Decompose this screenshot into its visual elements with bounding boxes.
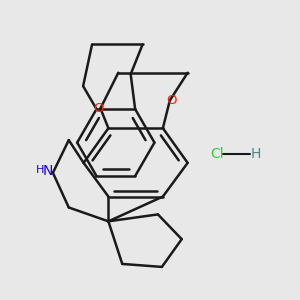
Text: H: H bbox=[250, 147, 261, 160]
Text: O: O bbox=[93, 102, 103, 115]
Text: O: O bbox=[166, 94, 177, 107]
Text: H: H bbox=[36, 165, 44, 176]
Text: N: N bbox=[42, 164, 53, 178]
Text: Cl: Cl bbox=[210, 147, 224, 160]
